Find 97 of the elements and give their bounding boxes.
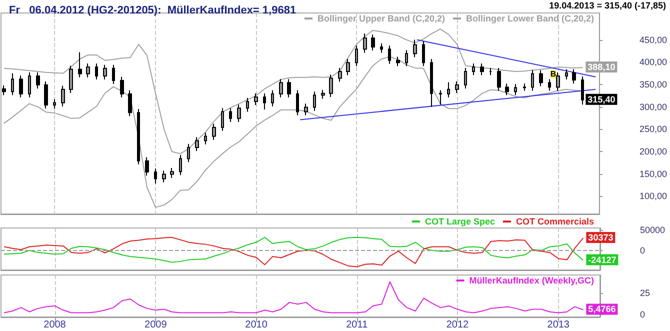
candlestick xyxy=(128,90,132,117)
candlestick xyxy=(396,56,400,67)
y-tick-label: 350,00 xyxy=(639,79,668,90)
candlestick xyxy=(145,156,149,176)
annotation: -24127 xyxy=(588,254,616,265)
candlestick xyxy=(36,72,40,89)
y-tick-label: 0 xyxy=(640,245,646,256)
candlestick xyxy=(439,90,442,106)
x-tick-label: 2010 xyxy=(245,320,268,330)
y-tick-label: 150,00 xyxy=(639,168,668,179)
candlestick xyxy=(329,74,333,98)
y-tick-label: 200,00 xyxy=(639,146,668,156)
candlestick xyxy=(254,92,258,106)
candlestick xyxy=(287,78,291,98)
y-tick-label: 0 xyxy=(640,309,646,320)
candlestick xyxy=(380,42,383,54)
candlestick xyxy=(472,62,475,76)
candlestick xyxy=(304,103,308,116)
x-tick-label: 2009 xyxy=(144,320,168,330)
y-tick-label: 400,00 xyxy=(639,57,668,68)
y-tick-label: 25 xyxy=(640,288,650,298)
candlestick xyxy=(69,65,73,94)
candlestick xyxy=(120,76,124,98)
candlestick xyxy=(11,72,14,96)
candlestick xyxy=(480,62,484,76)
text: 19.04.2013 = 315,40 (-17,85) xyxy=(549,0,666,10)
candlestick xyxy=(229,108,232,122)
annotation: 5,4766 xyxy=(588,304,616,314)
candlestick xyxy=(28,72,31,98)
candlestick xyxy=(271,90,274,107)
candlestick xyxy=(313,91,316,112)
candlestick xyxy=(338,67,342,82)
candlestick xyxy=(170,167,174,178)
candlestick xyxy=(505,83,509,96)
candlestick xyxy=(497,67,501,92)
candlestick xyxy=(86,62,90,78)
candlestick xyxy=(447,82,450,98)
y-tick-label: 450,00 xyxy=(639,34,668,45)
chart-title: Fr 06.04.2012 (HG2-201205): MüllerKaufIndex= 1,9681 xyxy=(9,4,296,16)
annotation: 315,40 xyxy=(588,94,616,104)
legend-label: MüllerKaufIndex (Weekly,GC) xyxy=(469,276,594,286)
candlestick xyxy=(422,40,425,67)
x-tick-label: 2013 xyxy=(547,320,570,330)
candlestick xyxy=(263,92,266,110)
candlestick xyxy=(455,80,459,94)
candlestick xyxy=(154,168,157,184)
candlestick xyxy=(514,84,517,96)
candlestick xyxy=(95,62,98,80)
candlestick xyxy=(19,75,23,98)
candlestick xyxy=(355,45,358,67)
candlestick xyxy=(279,78,283,98)
x-tick-label: 2012 xyxy=(446,320,470,330)
y-tick-label: 100,00 xyxy=(639,191,668,202)
legend-label: COT Large Spec xyxy=(424,216,495,226)
candlestick xyxy=(539,70,543,87)
candlestick xyxy=(204,132,207,145)
candlestick xyxy=(137,108,140,165)
candlestick xyxy=(296,90,299,116)
legend-label: Bollinger Upper Band (C,20,2) xyxy=(317,14,445,24)
candlestick xyxy=(572,68,576,84)
candlestick xyxy=(195,136,199,152)
candlestick xyxy=(556,72,560,92)
candlestick xyxy=(162,170,166,183)
candlestick xyxy=(2,84,6,96)
candlestick xyxy=(489,67,492,76)
candlestick xyxy=(221,108,224,132)
candlestick xyxy=(44,80,48,110)
candlestick xyxy=(53,98,56,110)
candlestick xyxy=(413,39,417,58)
annotation: B xyxy=(550,70,556,79)
candlestick xyxy=(388,45,391,64)
candlestick xyxy=(78,52,82,78)
y-tick-label: 250,00 xyxy=(639,124,668,134)
candlestick xyxy=(212,123,216,140)
annotation: 30373 xyxy=(588,232,614,243)
x-tick-label: 2011 xyxy=(346,320,368,330)
candlestick xyxy=(346,58,350,76)
annotation: 388,10 xyxy=(588,62,616,72)
candlestick xyxy=(430,58,433,108)
candlestick xyxy=(61,85,65,107)
candlestick xyxy=(246,97,249,112)
legend-label: COT Commercials xyxy=(516,216,594,226)
candlestick xyxy=(523,83,526,92)
candlestick xyxy=(321,89,325,100)
candlestick xyxy=(371,34,375,52)
candlestick xyxy=(237,104,241,122)
candlestick xyxy=(548,78,551,92)
x-tick-label: 2008 xyxy=(44,320,66,330)
candlestick xyxy=(363,33,367,54)
candlestick xyxy=(103,64,107,80)
candlestick xyxy=(565,68,568,80)
candlestick xyxy=(531,70,534,92)
y-tick-label: 300,00 xyxy=(639,102,668,112)
y-tick-label: 50000 xyxy=(640,225,666,236)
candlestick xyxy=(464,67,467,89)
legend-label: Bollinger Lower Band (C,20,2) xyxy=(466,14,594,24)
candlestick xyxy=(112,64,115,85)
